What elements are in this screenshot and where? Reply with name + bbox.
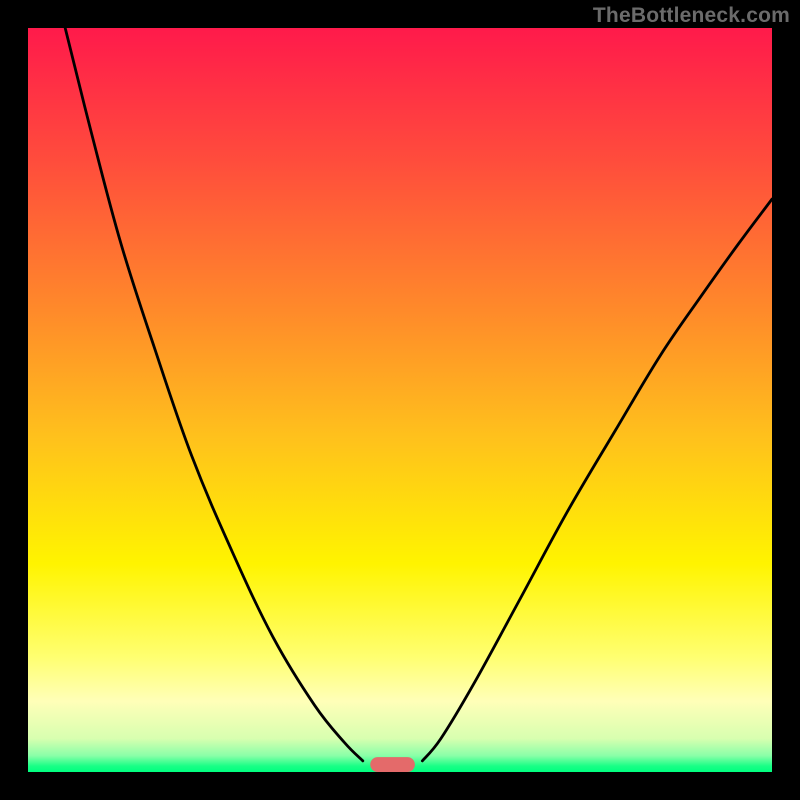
chart-container: TheBottleneck.com	[0, 0, 800, 800]
watermark-text: TheBottleneck.com	[593, 4, 790, 28]
plot-area	[28, 28, 772, 772]
plot-svg	[28, 28, 772, 772]
bottleneck-marker	[370, 757, 415, 772]
gradient-background	[28, 28, 772, 772]
